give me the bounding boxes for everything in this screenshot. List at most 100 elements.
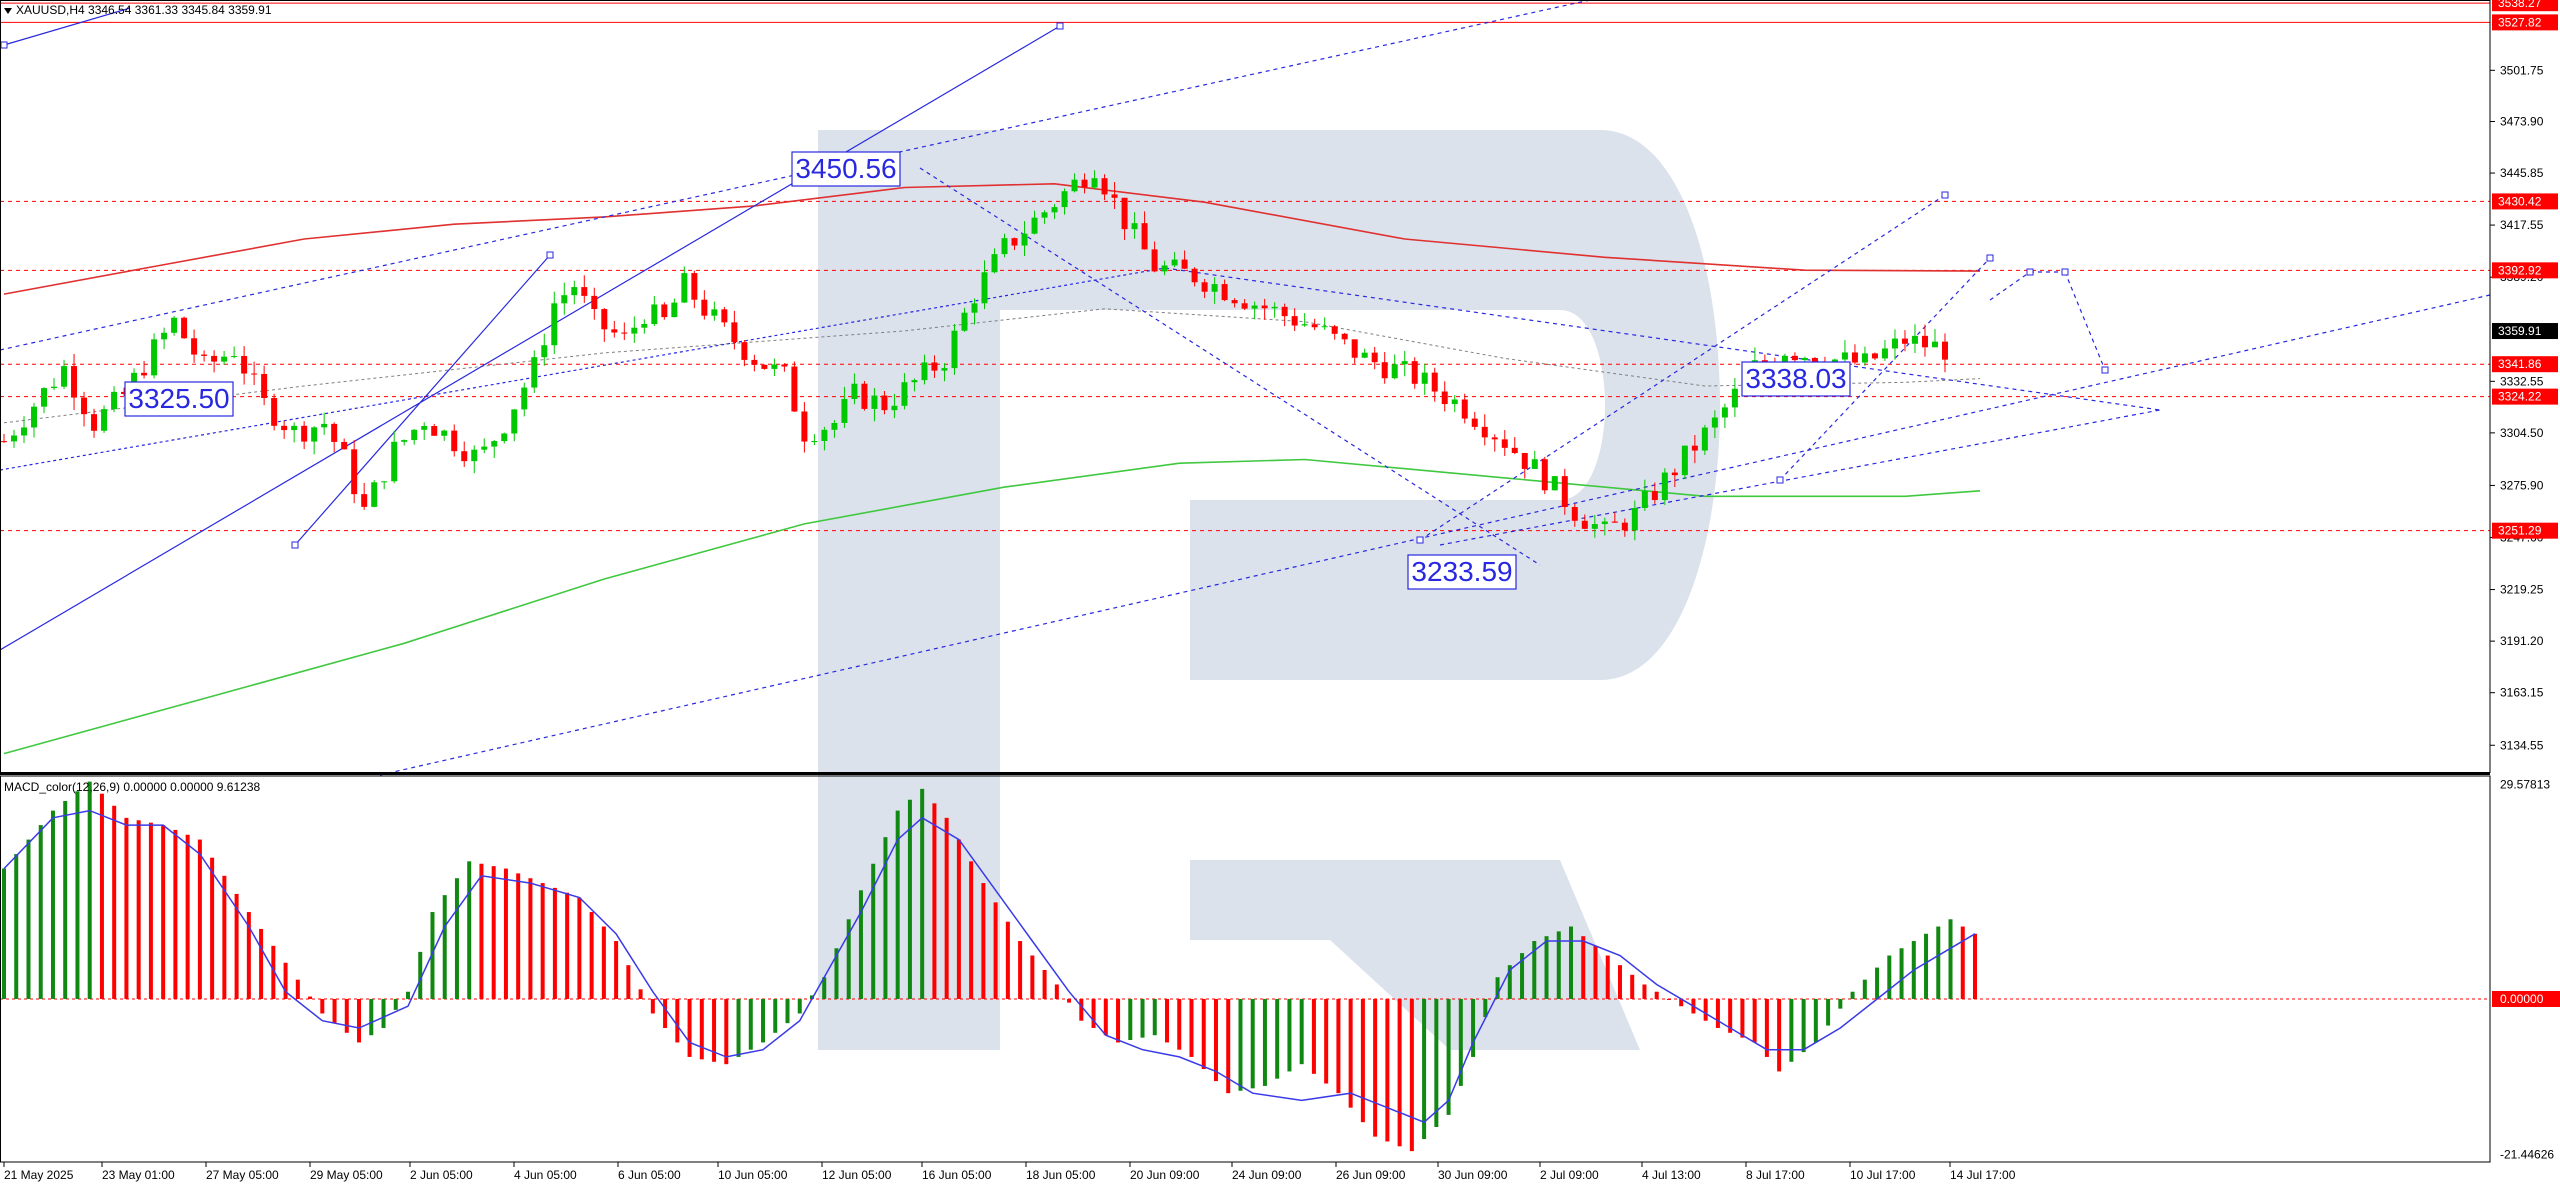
time-tick-label: 6 Jun 05:00 — [618, 1168, 681, 1182]
macd-bar — [1924, 933, 1929, 999]
candle — [941, 363, 948, 382]
macd-bar — [148, 822, 153, 999]
candle-body — [1251, 305, 1258, 309]
anchor-point — [291, 541, 299, 549]
candle-body — [1731, 388, 1738, 408]
candle-body — [1151, 249, 1158, 272]
candle — [1921, 324, 1928, 357]
macd-bar — [1360, 998, 1365, 1123]
candle — [1151, 241, 1158, 273]
candle-body — [601, 309, 608, 330]
macd-bar — [308, 996, 313, 999]
macd-bar — [1483, 998, 1488, 1018]
candle — [741, 340, 748, 367]
anchor-point — [2026, 268, 2034, 276]
candle-body — [1011, 238, 1018, 246]
candle-body — [1071, 179, 1078, 192]
candle — [1321, 317, 1328, 330]
candle-body — [1761, 360, 1768, 363]
candle-body — [241, 356, 248, 374]
candle — [1301, 313, 1308, 327]
macd-bar — [1520, 953, 1525, 999]
macd-bar — [589, 912, 594, 999]
macd-bar — [712, 998, 717, 1062]
macd-bar — [1336, 998, 1341, 1094]
candle — [1381, 352, 1388, 384]
candle-body — [181, 317, 188, 339]
anchor-point — [1416, 536, 1424, 544]
collapse-triangle-icon[interactable] — [4, 7, 12, 14]
time-tick-label: 8 Jul 17:00 — [1746, 1168, 1805, 1182]
macd-bar — [1679, 998, 1684, 1007]
macd-bar — [858, 890, 863, 999]
candle-body — [1631, 508, 1638, 531]
candle — [1281, 303, 1288, 327]
candle — [1311, 318, 1318, 331]
price-annotation: 3233.59 — [1407, 554, 1517, 590]
candle-body — [171, 317, 178, 333]
candle — [401, 439, 408, 446]
candle — [1601, 517, 1608, 536]
candle — [1021, 221, 1028, 257]
time-tick-label: 2 Jul 09:00 — [1540, 1168, 1599, 1182]
candle-body — [271, 398, 278, 426]
candle — [1211, 277, 1218, 304]
candle — [411, 428, 418, 445]
macd-bar — [1005, 921, 1010, 999]
candle — [1081, 173, 1088, 194]
macd-bar — [393, 998, 398, 1010]
candle — [521, 382, 528, 417]
candle — [1511, 437, 1518, 455]
candle-body — [101, 409, 108, 431]
price-tick-label: 3275.90 — [2500, 478, 2544, 492]
macd-bar — [822, 977, 827, 999]
candle — [1231, 298, 1238, 308]
price-tick-label: 3417.55 — [2500, 218, 2544, 232]
candle-body — [1461, 399, 1468, 419]
price-annotations: 3325.50 3450.56 3233.59 3338.03 — [124, 151, 1851, 590]
candle — [151, 333, 158, 379]
candle — [51, 378, 58, 391]
time-tick-label: 12 Jun 05:00 — [822, 1168, 892, 1182]
macd-bar — [75, 791, 80, 999]
candle — [1091, 170, 1098, 189]
candle-body — [1931, 341, 1938, 348]
macd-bar — [210, 857, 215, 999]
time-axis: 21 May 2025 23 May 01:00 27 May 05:00 29 Ma… — [3, 1162, 2016, 1182]
macd-bar — [920, 788, 925, 999]
price-label: 3527.82 — [2492, 14, 2558, 31]
candle-body — [1691, 445, 1698, 451]
candle-body — [1541, 459, 1548, 491]
candle-body — [1351, 339, 1358, 358]
macd-bar — [1409, 998, 1414, 1152]
candle — [951, 323, 958, 375]
candle — [1061, 188, 1068, 215]
candle — [1461, 393, 1468, 424]
price-label: 3324.22 — [2492, 388, 2558, 405]
trend-line — [1989, 271, 2031, 301]
macd-bar — [1397, 998, 1402, 1147]
annotation-box — [1407, 554, 1517, 590]
candle — [1331, 324, 1338, 340]
candle-body — [281, 425, 288, 431]
candle-body — [1881, 348, 1888, 359]
macd-bar — [14, 854, 19, 999]
candle — [1101, 174, 1108, 200]
candle — [1191, 267, 1198, 287]
candle — [1471, 411, 1478, 430]
moving-average-line — [3, 182, 1981, 295]
macd-bar — [479, 863, 484, 999]
macd-bar — [1875, 967, 1880, 999]
price-annotation: 3450.56 — [791, 151, 901, 187]
macd-bar — [454, 878, 459, 999]
candle-body — [261, 373, 268, 399]
watermark-leg — [1190, 860, 1640, 1050]
candle-body — [491, 441, 498, 447]
candle-body — [881, 395, 888, 411]
candle — [801, 402, 808, 453]
candle — [1871, 352, 1878, 361]
macd-bar — [907, 799, 912, 999]
macd-bar — [1630, 974, 1635, 999]
candle-body — [901, 382, 908, 406]
